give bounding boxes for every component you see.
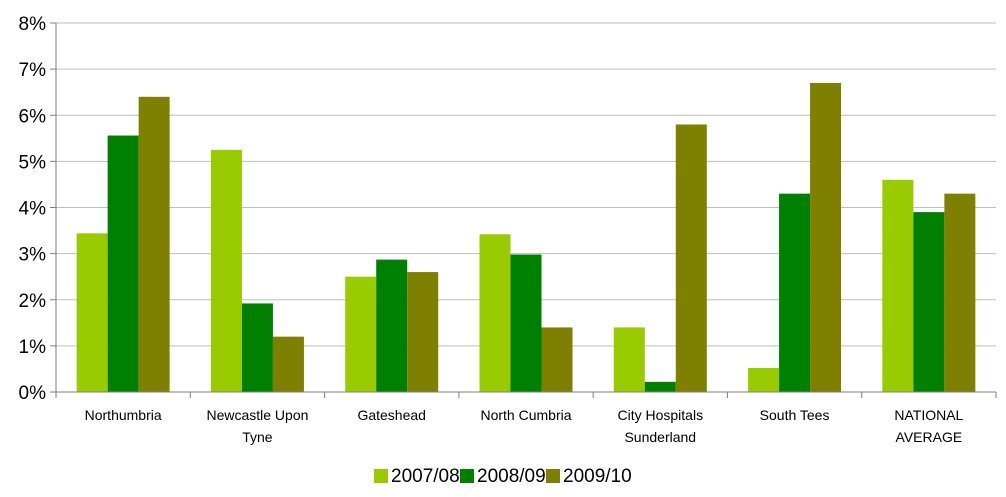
x-category-label: City Hospitals Sunderland [617,407,703,445]
bar-2008-09 [913,212,945,392]
bar-2008-09 [644,381,676,392]
y-tick-label: 4% [19,199,47,220]
bar-2007-08 [882,179,914,392]
bar-2007-08 [748,368,780,392]
bar-2009-10 [272,336,304,392]
bar-2007-08 [479,234,511,392]
bar-2008-09 [779,193,811,392]
y-tick-label: 5% [19,152,47,173]
legend-label: 2009/10 [563,466,632,487]
bar-2007-08 [210,149,242,392]
bar-2007-08 [345,276,377,392]
x-category-label: Newcastle Upon Tyne [206,407,308,445]
y-tick-label: 1% [19,337,47,358]
y-tick-label: 7% [19,60,47,81]
legend-item-2009-10: 2009/10 [546,466,632,487]
legend-label: 2007/08 [391,466,460,487]
bar-2009-10 [407,272,439,392]
x-category-label: North Cumbria [480,407,571,423]
y-tick-label: 8% [19,14,47,35]
axes [55,23,997,398]
x-category-label: Gateshead [357,407,426,423]
legend-swatch [460,469,474,483]
bar-2008-09 [241,303,273,392]
legend-item-2007-08: 2007/08 [374,466,460,487]
x-category-label: Northumbria [85,407,162,423]
bar-2009-10 [944,193,976,392]
bar-2009-10 [810,82,842,393]
y-tick-label: 2% [19,291,47,312]
legend-label: 2008/09 [477,466,546,487]
y-tick-label: 6% [19,106,47,127]
bar-2009-10 [675,124,707,392]
bar-2008-09 [510,254,542,392]
bar-2008-09 [107,135,139,393]
y-tick-label: 3% [19,245,47,266]
x-category-label: NATIONAL AVERAGE [894,407,963,445]
x-category-label: South Tees [760,407,830,423]
legend-swatch [374,469,388,483]
legend: 2007/08 2008/09 2009/10 [374,466,632,487]
bar-2007-08 [613,327,645,392]
legend-swatch [546,469,560,483]
y-tick-label: 0% [19,383,47,404]
bar-2009-10 [138,96,170,393]
bar-2008-09 [376,259,408,392]
y-axis-ticks: 0% 1% 2% 3% 4% 5% 6% 7% 8% [19,14,56,404]
x-axis-labels: Northumbria Newcastle Upon Tyne Gateshead No… [85,407,964,445]
bar-2009-10 [541,327,573,392]
bars [76,82,976,393]
bar-2007-08 [76,233,108,392]
legend-item-2008-09: 2008/09 [460,466,546,487]
